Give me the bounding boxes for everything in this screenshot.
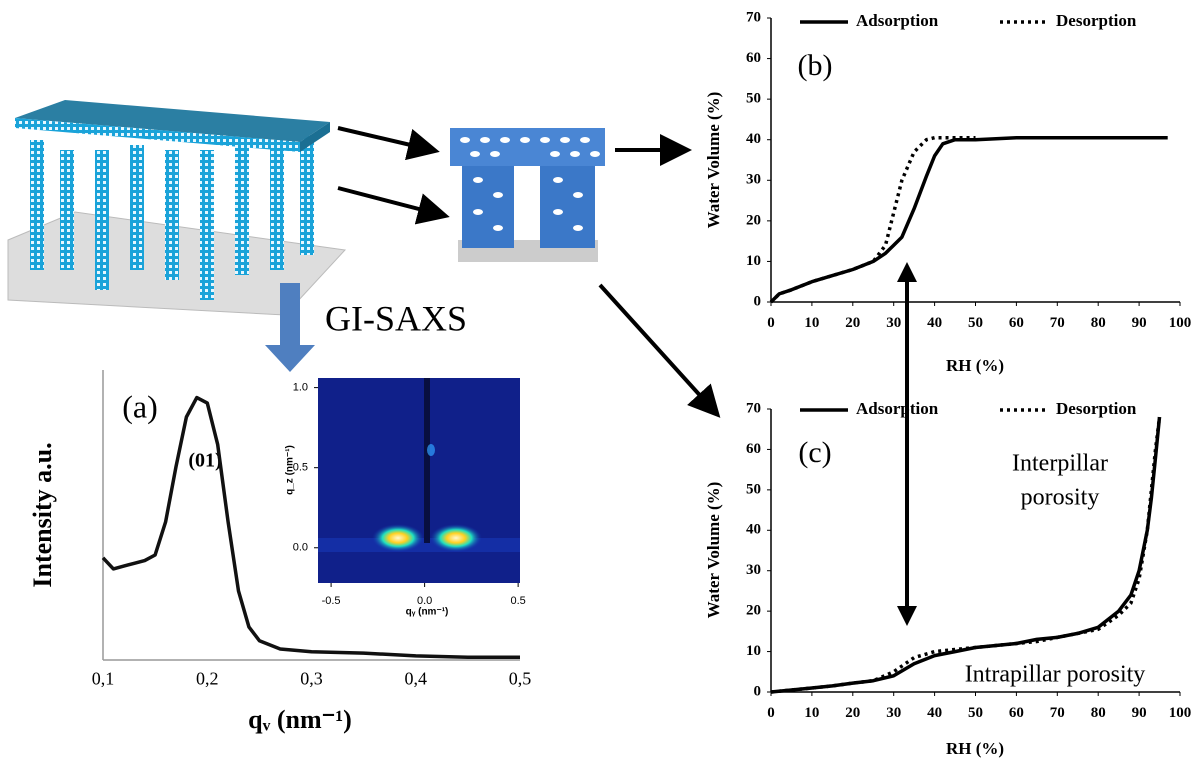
x-tick-label: 0,3: [300, 668, 323, 688]
legend-label: Desorption: [1056, 399, 1137, 418]
annotation: (01): [188, 450, 221, 472]
x-tick-label: 10: [804, 705, 819, 721]
x-tick-label: 70: [1050, 315, 1065, 331]
x-tick-label: 0: [767, 315, 775, 331]
series-line: [769, 135, 1168, 304]
x-tick-label: 100: [1169, 705, 1192, 721]
y-tick-label: 10: [746, 253, 761, 269]
x-tick-label: 50: [968, 705, 983, 721]
x-tick-label: 0,2: [196, 668, 219, 688]
x-tick-label: -0.5: [322, 595, 341, 607]
y-tick-label: 0.0: [293, 542, 308, 554]
panel-label: (a): [122, 388, 158, 424]
x-axis-label: qᵧ (nm⁻¹): [406, 607, 449, 618]
y-tick-label: 30: [746, 172, 761, 188]
saxs-image: [318, 378, 520, 583]
x-tick-label: 50: [968, 315, 983, 331]
double-arrow: [897, 262, 917, 626]
y-tick-label: 30: [746, 562, 761, 578]
x-tick-label: 60: [1009, 705, 1024, 721]
y-tick-label: 1.0: [293, 382, 308, 394]
pillar-schematic: [7, 100, 347, 316]
x-tick-label: 90: [1132, 705, 1147, 721]
x-axis-label: qᵥ (nm⁻¹): [248, 705, 352, 734]
annotation: porosity: [1021, 485, 1100, 511]
legend-label: Adsorption: [856, 11, 939, 30]
y-tick-label: 50: [746, 481, 761, 497]
x-tick-label: 100: [1169, 315, 1192, 331]
y-tick-label: 40: [746, 131, 761, 147]
series-line: [769, 135, 976, 304]
x-tick-label: 80: [1091, 315, 1106, 331]
y-tick-label: 10: [746, 643, 761, 659]
series-line: [101, 395, 520, 659]
x-axis-label: RH (%): [946, 356, 1004, 375]
y-tick-label: 0: [754, 293, 762, 309]
x-tick-label: 30: [886, 315, 901, 331]
x-tick-label: 0.0: [417, 595, 432, 607]
legend-label: Desorption: [1056, 11, 1137, 30]
y-axis-label: Water Volume (%): [704, 482, 723, 619]
x-tick-label: 0,4: [405, 668, 428, 688]
x-tick-label: 90: [1132, 315, 1147, 331]
y-axis-label: Intensity a.u.: [28, 442, 57, 587]
x-tick-label: 0,5: [509, 668, 532, 688]
method-label: GI-SAXS: [325, 298, 467, 338]
x-tick-label: 10: [804, 315, 819, 331]
panel-label: (b): [798, 49, 833, 82]
y-tick-label: 20: [746, 603, 761, 619]
annotation: Intrapillar porosity: [965, 662, 1146, 688]
pore-schematic: [450, 128, 605, 262]
y-axis-label: q_z (nm⁻¹): [285, 445, 296, 495]
y-tick-label: 70: [746, 400, 761, 416]
x-tick-label: 40: [927, 315, 942, 331]
y-axis-label: Water Volume (%): [704, 92, 723, 229]
x-tick-label: 80: [1091, 705, 1106, 721]
x-tick-label: 0: [767, 705, 775, 721]
panel-label: (c): [798, 436, 831, 469]
x-tick-label: 30: [886, 705, 901, 721]
legend-label: Adsorption: [856, 399, 939, 418]
x-tick-label: 70: [1050, 705, 1065, 721]
x-axis-label: RH (%): [946, 739, 1004, 758]
down-arrow: [265, 283, 315, 372]
x-tick-label: 20: [845, 315, 860, 331]
annotation: Interpillar: [1012, 451, 1108, 477]
y-tick-label: 0.5: [293, 462, 308, 474]
y-tick-label: 20: [746, 212, 761, 228]
x-tick-label: 20: [845, 705, 860, 721]
series-line: [770, 416, 1162, 694]
y-tick-label: 0: [754, 683, 762, 699]
arrows: [337, 126, 721, 418]
x-tick-label: 0,1: [92, 668, 115, 688]
y-tick-label: 60: [746, 50, 761, 66]
y-tick-label: 70: [746, 9, 761, 25]
x-tick-label: 60: [1009, 315, 1024, 331]
x-tick-label: 40: [927, 705, 942, 721]
y-tick-label: 60: [746, 441, 761, 457]
x-tick-label: 0.5: [510, 595, 525, 607]
y-tick-label: 40: [746, 522, 761, 538]
y-tick-label: 50: [746, 91, 761, 107]
